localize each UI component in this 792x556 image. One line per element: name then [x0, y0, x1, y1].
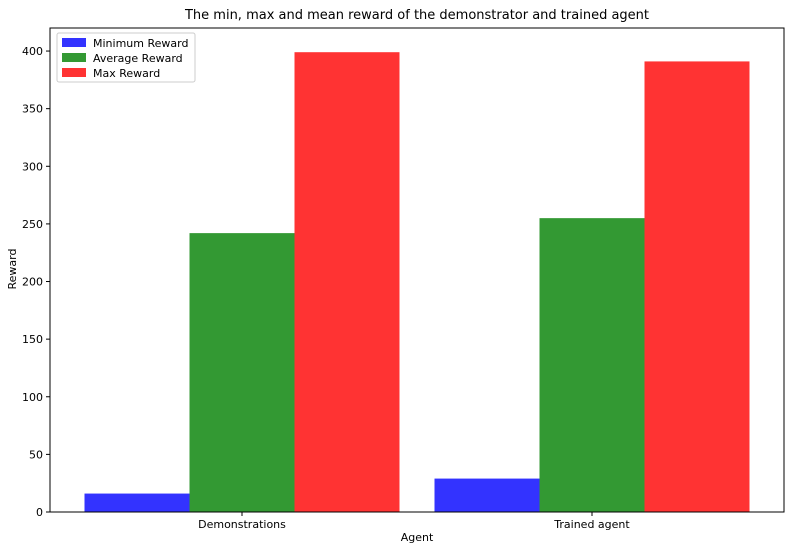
- bar-max-reward-trained-agent: [644, 61, 750, 513]
- legend-swatch: [62, 68, 86, 77]
- bars-layer: [84, 52, 750, 513]
- legend-box: [56, 32, 196, 83]
- y-axis: 0 50 100 150 200 250 300 350 400: [22, 45, 50, 519]
- bar-average-reward-trained-agent: [539, 218, 645, 512]
- x-tick-label: Demonstrations: [198, 518, 286, 531]
- y-tick-label: 250: [22, 218, 43, 231]
- y-tick-label: 150: [22, 333, 43, 346]
- bar-minimum-reward-trained-agent: [434, 478, 540, 512]
- bar-max-reward-demonstrations: [294, 52, 400, 512]
- y-tick-label: 50: [29, 448, 43, 461]
- chart-title: The min, max and mean reward of the demo…: [184, 8, 649, 23]
- bar-average-reward-demonstrations: [189, 233, 295, 512]
- legend-swatch: [62, 38, 86, 47]
- legend-swatch: [62, 53, 86, 62]
- bar-minimum-reward-demonstrations: [84, 493, 190, 512]
- legend-label: Minimum Reward: [93, 37, 188, 50]
- plot-frame: [49, 27, 785, 513]
- y-tick-label: 100: [22, 391, 43, 404]
- y-tick-label: 200: [22, 276, 43, 289]
- legend: Minimum Reward Average Reward Max Reward: [56, 32, 196, 83]
- x-axis-label: Agent: [401, 531, 434, 544]
- legend-label: Max Reward: [93, 67, 160, 80]
- y-tick-label: 350: [22, 103, 43, 116]
- x-tick-label: Trained agent: [553, 518, 630, 531]
- legend-label: Average Reward: [93, 52, 183, 65]
- y-axis-label: Reward: [6, 249, 19, 290]
- y-tick-label: 400: [22, 45, 43, 58]
- y-tick-label: 300: [22, 160, 43, 173]
- x-axis: Demonstrations Trained agent: [198, 512, 630, 531]
- y-tick-label: 0: [36, 506, 43, 519]
